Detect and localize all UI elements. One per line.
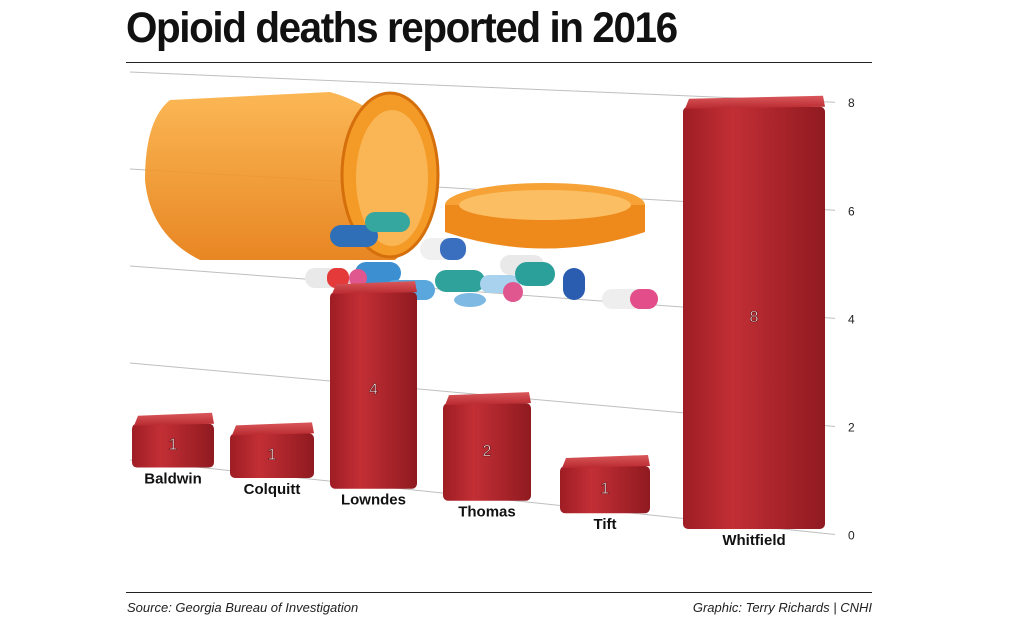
graphic-credit: Graphic: Terry Richards | CNHI bbox=[692, 600, 872, 615]
y-tick-label: 6 bbox=[848, 204, 855, 218]
bar-value-label: 1 bbox=[601, 481, 610, 498]
bar-front bbox=[560, 465, 650, 514]
bar-colquitt: 1 Colquitt bbox=[230, 422, 314, 498]
bar-tift: 1 Tift bbox=[560, 454, 650, 533]
bar-top bbox=[562, 454, 650, 468]
bar-front bbox=[330, 292, 417, 489]
pill-bottle-icon bbox=[145, 91, 440, 260]
chart-title: Opioid deaths reported in 2016 bbox=[126, 4, 678, 52]
category-label: Whitfield bbox=[722, 532, 785, 549]
bar-whitfield: 8 Whitfield bbox=[683, 95, 825, 549]
bar-value-label: 8 bbox=[750, 309, 759, 326]
title-divider bbox=[126, 62, 872, 63]
pills-icon bbox=[305, 212, 658, 309]
category-label: Lowndes bbox=[341, 492, 406, 509]
y-tick-label: 4 bbox=[848, 312, 855, 326]
category-label: Colquitt bbox=[244, 481, 301, 498]
bar-front bbox=[230, 433, 314, 479]
category-label: Baldwin bbox=[144, 471, 202, 488]
bottle-cap-icon bbox=[445, 183, 645, 249]
category-label: Thomas bbox=[458, 504, 516, 521]
pill-bottle-illustration bbox=[145, 91, 658, 309]
bar-value-label: 2 bbox=[483, 443, 492, 460]
y-axis-ticks: 0 2 4 6 8 bbox=[848, 96, 855, 542]
bar-value-label: 4 bbox=[369, 381, 378, 398]
bar-thomas: 2 Thomas bbox=[443, 392, 531, 521]
y-tick-label: 8 bbox=[848, 96, 855, 110]
y-tick-label: 0 bbox=[848, 529, 855, 543]
bar-value-label: 1 bbox=[268, 447, 277, 464]
bar-front bbox=[132, 423, 214, 468]
gridline bbox=[129, 71, 836, 103]
y-tick-label: 2 bbox=[848, 420, 855, 434]
bar-top bbox=[232, 422, 314, 436]
bar-front bbox=[683, 106, 825, 529]
source-note: Source: Georgia Bureau of Investigation bbox=[127, 600, 359, 615]
bar-baldwin: 1 Baldwin bbox=[132, 412, 214, 488]
bar-top bbox=[134, 412, 214, 426]
footer-divider bbox=[126, 592, 872, 593]
bar-value-label: 1 bbox=[169, 437, 178, 454]
bar-top bbox=[445, 392, 531, 406]
bar-top bbox=[685, 95, 825, 109]
bar-lowndes: 4 Lowndes bbox=[330, 281, 417, 509]
category-label: Tift bbox=[593, 516, 616, 533]
bar-top bbox=[332, 281, 417, 295]
bar-front bbox=[443, 403, 531, 501]
bars: 1 Baldwin 1 Colquitt 4 Lowndes 2 Thomas 1 Tift 8 Wh… bbox=[132, 95, 825, 549]
